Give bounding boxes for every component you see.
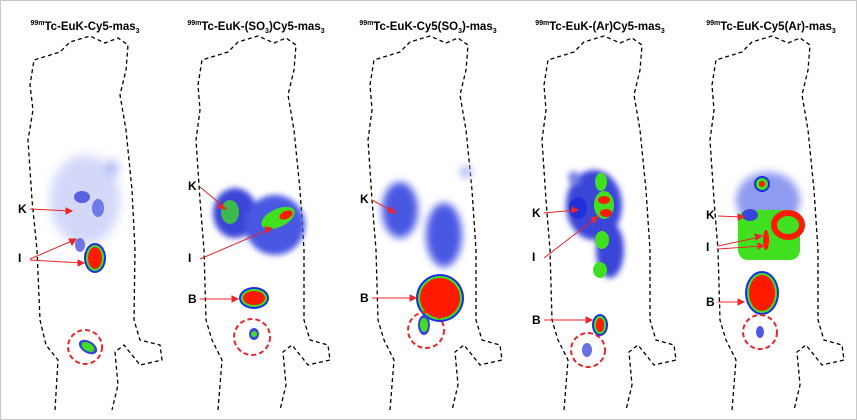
bladder-signal [78,339,98,355]
region-circle [67,329,103,365]
label-b: B [532,313,541,327]
bladder-hotspot [592,314,608,336]
arrows [717,213,766,306]
panel-1-scan: K I [18,35,163,411]
intestine-hotspot [763,210,805,250]
intestine-hotspot [594,191,614,219]
label-b: B [360,291,369,305]
label-k: K [706,208,715,222]
region-circle [570,332,606,368]
mouse-outline [541,35,677,411]
label-i: I [188,251,191,265]
mouse-outline [195,35,331,411]
label-k: K [18,202,27,216]
mouse-outline [27,35,163,411]
label-b: B [188,292,197,306]
panel-2-scan: K I B [188,35,331,411]
panel-1-title: 99mTc-EuK-Cy5-mas3 [30,20,140,36]
panel-5: 99mTc-EuK-Cy5(Ar)-mas3 K I B [686,0,856,420]
arrows [29,207,86,267]
panel-5-scan: K I B [706,35,845,411]
bladder-hotspot [745,271,779,315]
label-k: K [188,179,197,193]
label-i: I [532,250,535,264]
lower-signal [418,315,430,335]
kidney-signal [221,200,239,224]
label-k: K [360,192,369,206]
bladder-hotspot [416,274,464,322]
panel-2: 99mTc-EuK-(SO3)Cy5-mas3 K I B [170,0,342,420]
panel-1: 99mTc-EuK-Cy5-mas3 K I [0,0,170,420]
arrows [543,206,600,324]
region-circle [233,318,271,356]
intestine-region [738,210,800,260]
panel-3: 99mTc-EuK-Cy5(SO3)-mas3 K B [342,0,514,420]
kidney-signal [569,197,587,219]
mouse-outline [367,35,503,411]
panel-5-title: 99mTc-EuK-Cy5(Ar)-mas3 [706,20,836,36]
panel-4-title: 99mTc-EuK-(Ar)Cy5-mas3 [535,20,665,36]
kidney-signal [742,209,758,221]
arrows [199,186,274,303]
panel-3-title: 99mTc-EuK-Cy5(SO3)-mas3 [359,20,497,36]
label-k: K [532,206,541,220]
intestine-hotspot [84,243,106,273]
bladder-hotspot [239,287,269,309]
mouse-outline [709,35,845,411]
lower-signal [249,328,259,340]
region-circle [407,311,445,349]
label-i: I [18,251,21,265]
panel-3-scan: K B [360,35,503,411]
kidney-signal [74,191,90,203]
panel-2-title: 99mTc-EuK-(SO3)Cy5-mas3 [187,20,325,36]
lower-signal [582,343,592,357]
label-i: I [706,240,709,254]
label-b: B [706,295,715,309]
panel-4-scan: K I B [532,35,677,411]
lower-signal [756,326,764,338]
panel-4: 99mTc-EuK-(Ar)Cy5-mas3 K I [514,0,686,420]
upper-hotspot [754,176,770,192]
kidney-signal [382,182,418,238]
arrows [371,199,418,302]
region-circle [742,314,778,350]
intestine-hotspot [261,206,295,230]
